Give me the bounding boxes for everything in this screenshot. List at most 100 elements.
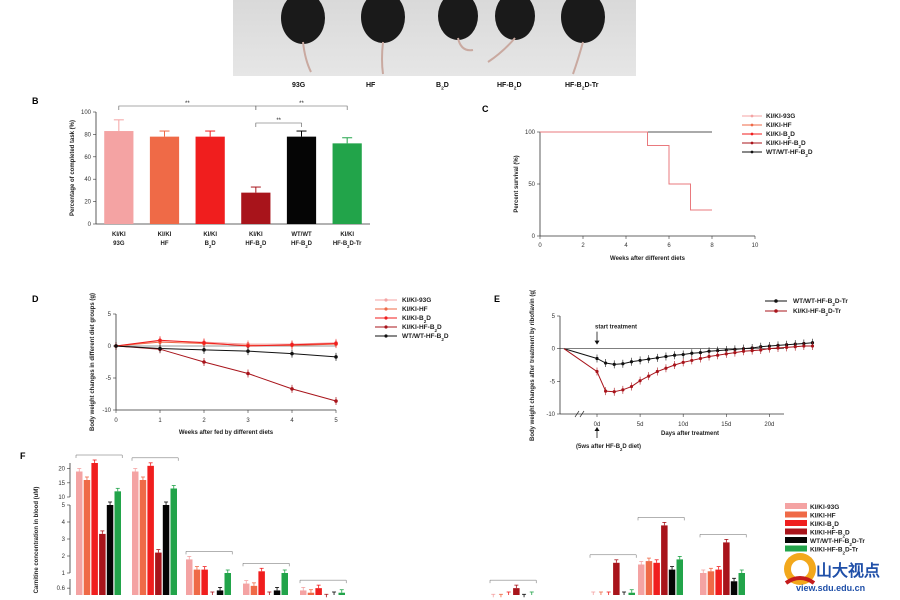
b-x-tick-label: KI/KI (203, 232, 217, 238)
watermark-logo-icon (784, 553, 816, 585)
d-point (202, 348, 206, 352)
f-legend-swatch (785, 511, 807, 518)
b-y-tick-label: 80 (84, 132, 91, 138)
e-point (750, 349, 754, 353)
b-y-tick-label: 20 (84, 200, 91, 206)
f-sig-bracket (589, 554, 637, 558)
e-y-axis-title: Body weight changes after treatment by r… (530, 290, 536, 441)
f-sig-bracket (75, 454, 123, 458)
d-point (114, 344, 118, 348)
c-y-axis-title: Percent survival (%) (514, 155, 520, 212)
f-sig-bracket (299, 579, 347, 584)
panel-e-chart: E 5 0 -5 -10 0d 5d 10d 15d 20d Days after treatme… (494, 290, 848, 452)
mouse-photo-art (281, 0, 605, 75)
e-point (621, 362, 625, 366)
e-point (785, 345, 789, 349)
f-bar (707, 571, 715, 595)
mouse-photo (233, 0, 636, 76)
d-legend-label: KI/KI-HF (402, 306, 428, 313)
f-bar (147, 465, 154, 595)
photo-label-hf: HF (366, 82, 376, 89)
e-point (759, 348, 763, 352)
d-y-tick-label: -5 (106, 376, 112, 382)
e-x-axis-title: Days after treatment (661, 431, 719, 437)
f-sig-bracket (699, 534, 747, 538)
f-sig-bracket (489, 579, 537, 584)
watermark: 山大视点 view.sdu.edu.cn (780, 545, 898, 597)
f-legend-label: WT/WT-HF-B2D-Tr (810, 538, 865, 547)
d-y-axis-title: Body weight changes in different diet gr… (90, 293, 96, 431)
e-point (698, 356, 703, 361)
b-x-tick-label: KI/KI (158, 232, 172, 238)
e-point (733, 350, 737, 355)
e-y-tick-label: -5 (550, 379, 556, 385)
d-point (246, 349, 250, 353)
e-point (647, 374, 651, 378)
f-bar (700, 573, 707, 595)
photo-label-hf-b2d-tr: HF-B2D-Tr (565, 82, 599, 92)
f-y-tick-label: 1 (62, 571, 66, 577)
panel-d-chart: D 0 1 2 3 4 5 5 0 -5 -10 Weeks after fed by differ… (32, 293, 449, 436)
f-bar (315, 588, 322, 595)
e-y-tick-label: -10 (546, 412, 555, 418)
e-point (716, 353, 720, 357)
d-legend-marker (384, 307, 388, 311)
e-point (604, 361, 608, 365)
f-bar (676, 559, 683, 595)
b-y-axis-title: Percentage of completed task (%) (70, 120, 76, 216)
d-x-tick-label: 5 (334, 418, 338, 424)
d-x-axis-title: Weeks after fed by different diets (179, 430, 274, 436)
e-point (681, 360, 685, 364)
c-x-axis-title: Weeks after different diets (610, 256, 686, 262)
f-sig-bracket (242, 563, 290, 567)
b-sig-bracket (255, 122, 302, 127)
d-legend-marker (384, 325, 388, 329)
d-legend-label: WT/WT-HF-B2D (402, 333, 449, 342)
c-series-line (540, 131, 712, 211)
f-bar (106, 505, 114, 595)
e-point (672, 363, 677, 367)
f-bar (638, 564, 645, 595)
e-point (681, 352, 685, 357)
e-y-tick-label: 5 (552, 314, 556, 320)
panel-letter-b: B (32, 96, 39, 106)
f-y-axis-title: Carnitine concentration in blood (uM) (34, 487, 40, 594)
e-x-tick-label: 0d (594, 422, 601, 428)
e-point (629, 384, 634, 389)
watermark-title: 山大视点 (816, 561, 881, 580)
f-bar (193, 569, 201, 595)
e-point (707, 349, 711, 353)
f-y-tick-label: 10 (58, 495, 65, 501)
f-sig-bracket (637, 517, 685, 521)
b-bar (104, 131, 134, 224)
e-legend-marker (774, 309, 778, 313)
f-bar (273, 590, 281, 595)
d-point (246, 371, 250, 376)
c-legend-marker (750, 150, 754, 154)
f-bar (338, 592, 345, 595)
e-point (767, 347, 771, 351)
e-x-tick-label: 15d (721, 422, 731, 428)
e-point (664, 354, 668, 359)
e-point (638, 358, 642, 363)
b-x-tick-label: 93G (113, 241, 125, 247)
d-legend-marker (384, 298, 388, 302)
c-legend-label: KI/KI-HF (766, 122, 792, 129)
f-bar (91, 463, 98, 595)
e-x-tick-label: 10d (678, 422, 688, 428)
d-x-tick-label: 4 (290, 418, 294, 424)
e-point (595, 369, 599, 374)
f-bar (628, 592, 635, 595)
d-point (290, 387, 294, 391)
d-x-tick-label: 3 (246, 418, 250, 424)
b-bar (241, 192, 271, 224)
c-legend-label: KI/KI-B2D (766, 131, 795, 140)
c-x-tick-label: 6 (667, 243, 671, 249)
e-point (621, 388, 625, 392)
b-y-tick-label: 0 (88, 222, 92, 228)
f-bar (258, 571, 265, 595)
e-point (612, 390, 616, 394)
e-series-line (563, 345, 813, 393)
d-x-tick-label: 0 (114, 418, 118, 424)
